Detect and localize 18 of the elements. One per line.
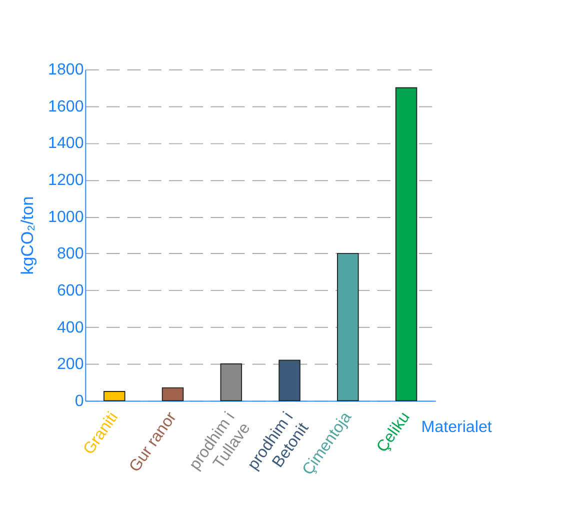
y-tick-label: 1200 [48,171,84,190]
y-tick-label: 1800 [48,60,84,79]
y-tick-label: 400 [56,318,84,336]
bar [220,363,242,402]
y-tick-label: 0 [74,392,84,410]
y-tick-label: 1000 [48,208,84,226]
bar [395,87,418,402]
y-tick-label: 800 [56,244,84,263]
x-axis-title: Materialet [421,418,492,436]
y-tick-label: 1600 [48,97,84,116]
bar [104,391,126,402]
y-tick-label: 600 [56,281,84,300]
y-axis-title: kgCO₂/ton [18,196,37,275]
y-tick-label: 1400 [48,134,84,152]
y-tick-label: 200 [56,355,84,374]
bar [337,252,359,402]
bar [162,387,184,402]
bar [278,360,300,402]
